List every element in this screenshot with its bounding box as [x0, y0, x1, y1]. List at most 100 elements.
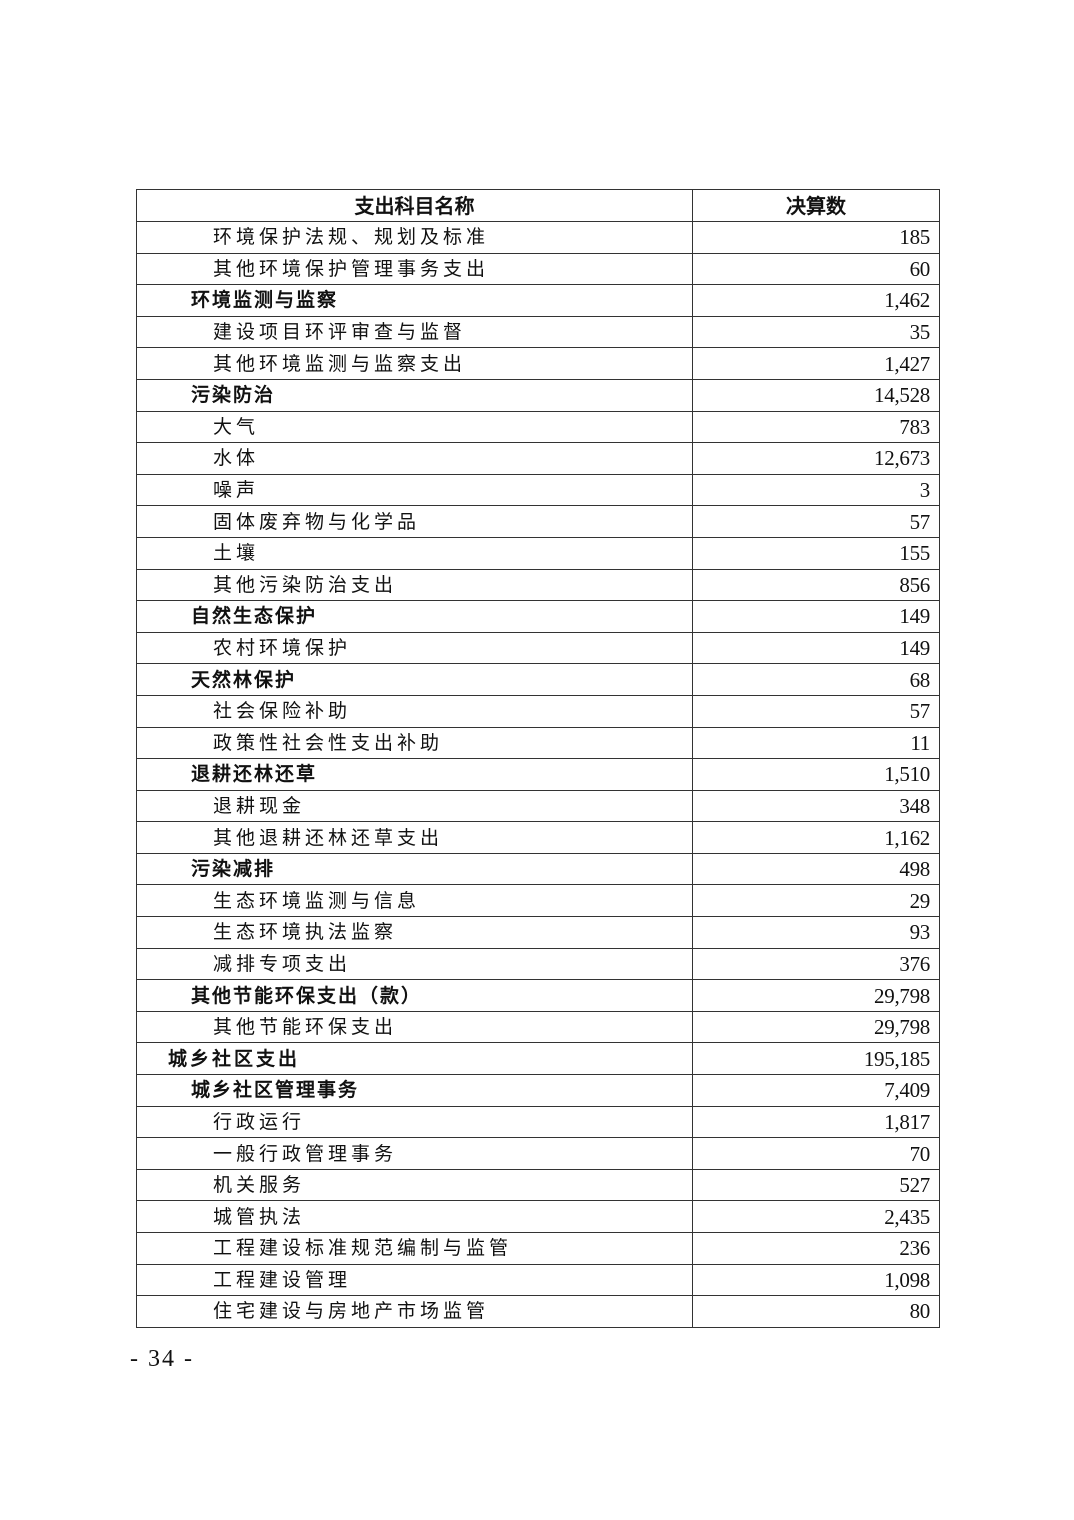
item-value: 68 — [692, 663, 940, 696]
item-name: 政策性社会性支出补助 — [136, 726, 693, 760]
item-name: 其他环境监测与监察支出 — [136, 347, 693, 380]
item-value: 155 — [692, 536, 940, 570]
item-value: 783 — [692, 410, 940, 444]
item-value: 7,409 — [692, 1074, 940, 1107]
item-name: 生态环境执法监察 — [136, 916, 693, 949]
table-row: 住宅建设与房地产市场监管 80 — [136, 1295, 940, 1328]
item-name: 其他退耕还林还草支出 — [136, 821, 693, 854]
item-name: 其他环境保护管理事务支出 — [136, 252, 693, 286]
item-name: 环境监测与监察 — [136, 284, 693, 317]
item-name: 退耕还林还草 — [136, 758, 693, 791]
item-name: 环境保护法规、规划及标准 — [136, 221, 693, 254]
item-value: 60 — [692, 252, 940, 286]
table-row: 固体废弃物与化学品 57 — [136, 505, 940, 538]
item-name: 减排专项支出 — [136, 947, 693, 981]
item-value: 11 — [692, 726, 940, 760]
item-name: 大气 — [136, 410, 693, 444]
item-name: 噪声 — [136, 473, 693, 507]
item-name: 社会保险补助 — [136, 694, 693, 728]
table-row: 污染减排 498 — [136, 852, 940, 886]
table-row: 城乡社区管理事务 7,409 — [136, 1074, 940, 1107]
item-value: 29,798 — [692, 1010, 940, 1044]
item-value: 185 — [692, 221, 940, 254]
item-name: 其他节能环保支出（款） — [136, 979, 693, 1012]
item-value: 1,510 — [692, 758, 940, 791]
table-row: 退耕现金 348 — [136, 789, 940, 823]
item-value: 195,185 — [692, 1042, 940, 1076]
table-row: 机关服务 527 — [136, 1168, 940, 1202]
item-value: 12,673 — [692, 442, 940, 475]
page-number: - 34 - — [130, 1346, 194, 1372]
table-row: 环境保护法规、规划及标准 185 — [136, 221, 940, 254]
item-value: 1,817 — [692, 1105, 940, 1139]
item-name: 机关服务 — [136, 1168, 693, 1202]
item-value: 1,462 — [692, 284, 940, 317]
table-header-row: 支出科目名称 决算数 — [136, 189, 940, 222]
table-row: 社会保险补助 57 — [136, 694, 940, 728]
item-name: 城乡社区管理事务 — [136, 1074, 693, 1107]
table-row: 其他节能环保支出（款） 29,798 — [136, 979, 940, 1012]
item-name: 城管执法 — [136, 1200, 693, 1233]
item-name: 其他污染防治支出 — [136, 568, 693, 602]
table-body: 环境保护法规、规划及标准 185 其他环境保护管理事务支出 60 环境监测与监察 1,46… — [136, 221, 940, 1328]
item-value: 80 — [692, 1295, 940, 1328]
item-name: 农村环境保护 — [136, 631, 693, 665]
item-value: 29,798 — [692, 979, 940, 1012]
table-row: 污染防治 14,528 — [136, 378, 940, 412]
table-row: 自然生态保护 149 — [136, 600, 940, 633]
table-row: 天然林保护 68 — [136, 663, 940, 696]
item-name: 一般行政管理事务 — [136, 1137, 693, 1170]
item-value: 93 — [692, 916, 940, 949]
item-value: 149 — [692, 631, 940, 665]
table-row: 工程建设管理 1,098 — [136, 1263, 940, 1297]
item-value: 14,528 — [692, 378, 940, 412]
table-row: 行政运行 1,817 — [136, 1105, 940, 1139]
item-name: 污染防治 — [136, 378, 693, 412]
item-value: 1,098 — [692, 1263, 940, 1297]
table-row: 噪声 3 — [136, 473, 940, 507]
item-name: 住宅建设与房地产市场监管 — [136, 1295, 693, 1328]
item-name: 城乡社区支出 — [136, 1042, 693, 1076]
item-value: 498 — [692, 852, 940, 886]
item-name: 自然生态保护 — [136, 600, 693, 633]
item-value: 29 — [692, 884, 940, 918]
table-row: 环境监测与监察 1,462 — [136, 284, 940, 317]
table-row: 城乡社区支出 195,185 — [136, 1042, 940, 1076]
item-name: 生态环境监测与信息 — [136, 884, 693, 918]
item-value: 149 — [692, 600, 940, 633]
table-row: 一般行政管理事务 70 — [136, 1137, 940, 1170]
item-value: 527 — [692, 1168, 940, 1202]
header-item-name: 支出科目名称 — [136, 189, 693, 222]
table-row: 建设项目环评审查与监督 35 — [136, 315, 940, 349]
table-row: 政策性社会性支出补助 11 — [136, 726, 940, 760]
table-row: 其他环境保护管理事务支出 60 — [136, 252, 940, 286]
header-final-amount: 决算数 — [692, 189, 940, 222]
item-name: 水体 — [136, 442, 693, 475]
item-value: 376 — [692, 947, 940, 981]
expenditure-table: 支出科目名称 决算数 环境保护法规、规划及标准 185 其他环境保护管理事务支出 60… — [136, 189, 940, 1328]
table-row: 减排专项支出 376 — [136, 947, 940, 981]
item-value: 856 — [692, 568, 940, 602]
item-name: 退耕现金 — [136, 789, 693, 823]
item-name: 土壤 — [136, 536, 693, 570]
item-value: 57 — [692, 694, 940, 728]
item-value: 3 — [692, 473, 940, 507]
table-row: 生态环境监测与信息 29 — [136, 884, 940, 918]
item-value: 2,435 — [692, 1200, 940, 1233]
item-name: 其他节能环保支出 — [136, 1010, 693, 1044]
item-value: 236 — [692, 1232, 940, 1265]
table-row: 土壤 155 — [136, 536, 940, 570]
item-name: 工程建设标准规范编制与监管 — [136, 1232, 693, 1265]
table-row: 城管执法 2,435 — [136, 1200, 940, 1233]
table-row: 其他污染防治支出 856 — [136, 568, 940, 602]
table-row: 其他退耕还林还草支出 1,162 — [136, 821, 940, 854]
item-value: 348 — [692, 789, 940, 823]
item-name: 天然林保护 — [136, 663, 693, 696]
item-value: 1,162 — [692, 821, 940, 854]
item-name: 行政运行 — [136, 1105, 693, 1139]
item-value: 70 — [692, 1137, 940, 1170]
table-row: 工程建设标准规范编制与监管 236 — [136, 1232, 940, 1265]
table-row: 退耕还林还草 1,510 — [136, 758, 940, 791]
item-value: 35 — [692, 315, 940, 349]
item-name: 污染减排 — [136, 852, 693, 886]
